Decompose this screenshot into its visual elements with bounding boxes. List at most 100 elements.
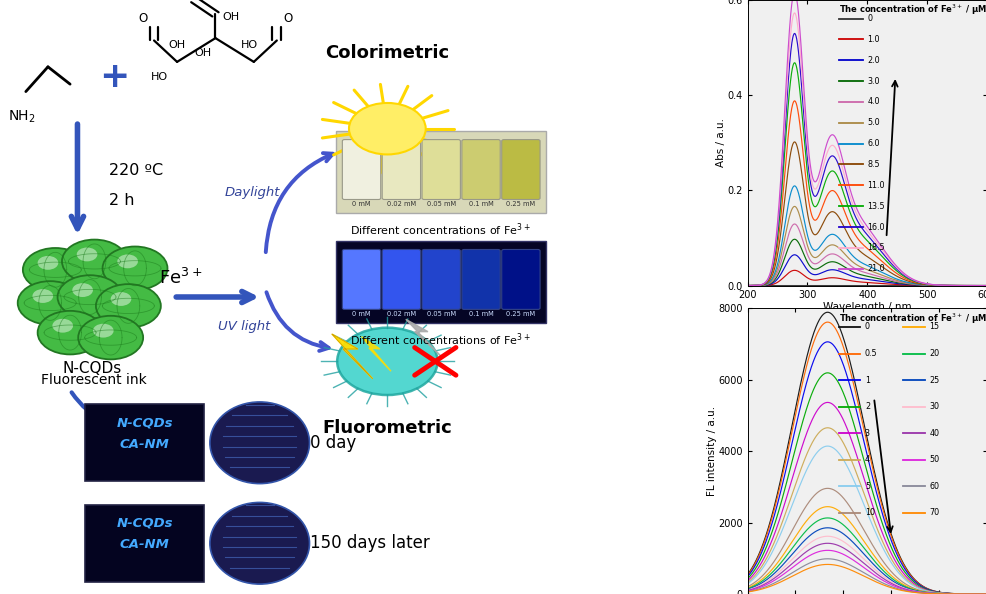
Text: 5.0: 5.0 bbox=[867, 118, 880, 127]
FancyBboxPatch shape bbox=[342, 249, 381, 309]
FancyBboxPatch shape bbox=[335, 131, 545, 213]
Text: N-CQDs: N-CQDs bbox=[116, 416, 173, 429]
Text: 4: 4 bbox=[864, 455, 869, 465]
Polygon shape bbox=[405, 320, 441, 356]
Text: 18.5: 18.5 bbox=[867, 244, 884, 252]
Text: 2: 2 bbox=[864, 402, 869, 411]
Y-axis label: Abs / a.u.: Abs / a.u. bbox=[715, 118, 726, 168]
Text: O: O bbox=[283, 12, 292, 25]
FancyBboxPatch shape bbox=[382, 249, 420, 309]
Text: 60: 60 bbox=[929, 482, 939, 491]
Text: 2 h: 2 h bbox=[109, 193, 134, 208]
Text: HO: HO bbox=[151, 72, 168, 82]
Text: OH: OH bbox=[169, 40, 185, 50]
FancyBboxPatch shape bbox=[335, 241, 545, 323]
Circle shape bbox=[117, 254, 138, 268]
Text: UV light: UV light bbox=[218, 320, 270, 333]
Circle shape bbox=[337, 328, 437, 395]
Text: 0 day: 0 day bbox=[310, 434, 356, 452]
Text: 13.5: 13.5 bbox=[867, 202, 884, 211]
Y-axis label: FL intensity / a.u.: FL intensity / a.u. bbox=[706, 406, 716, 496]
Circle shape bbox=[93, 324, 113, 337]
Text: 0.5: 0.5 bbox=[864, 349, 877, 358]
Text: Different concentrations of Fe$^{3+}$: Different concentrations of Fe$^{3+}$ bbox=[350, 331, 530, 348]
Circle shape bbox=[349, 103, 425, 154]
Text: OH: OH bbox=[194, 48, 212, 58]
Text: N-CQDs: N-CQDs bbox=[116, 517, 173, 530]
Text: 1.0: 1.0 bbox=[867, 35, 879, 44]
Text: OH: OH bbox=[223, 12, 240, 22]
Circle shape bbox=[77, 248, 98, 261]
Text: 0.25 mM: 0.25 mM bbox=[506, 201, 535, 207]
Text: 10: 10 bbox=[864, 508, 874, 517]
Text: 0.1 mM: 0.1 mM bbox=[468, 311, 493, 317]
FancyBboxPatch shape bbox=[342, 140, 381, 200]
Text: CA-NM: CA-NM bbox=[119, 438, 170, 451]
Text: O: O bbox=[138, 12, 148, 25]
Circle shape bbox=[78, 316, 143, 359]
Text: NH$_2$: NH$_2$ bbox=[8, 109, 35, 125]
Text: 40: 40 bbox=[929, 429, 939, 438]
Text: Fe$^{3+}$: Fe$^{3+}$ bbox=[159, 268, 202, 288]
X-axis label: Wavelength / nm: Wavelength / nm bbox=[822, 302, 911, 312]
FancyBboxPatch shape bbox=[85, 505, 204, 582]
Text: 3.0: 3.0 bbox=[867, 77, 879, 86]
FancyBboxPatch shape bbox=[85, 405, 204, 481]
Circle shape bbox=[110, 292, 131, 306]
Text: 0: 0 bbox=[864, 323, 869, 331]
Text: 5: 5 bbox=[864, 482, 869, 491]
Circle shape bbox=[37, 311, 103, 355]
Text: The concentration of Fe$^{3+}$ / μM: The concentration of Fe$^{3+}$ / μM bbox=[838, 311, 986, 326]
Circle shape bbox=[23, 248, 88, 292]
Circle shape bbox=[103, 247, 168, 290]
Text: 0.1 mM: 0.1 mM bbox=[468, 201, 493, 207]
Text: 220 ºC: 220 ºC bbox=[109, 163, 163, 178]
Text: 50: 50 bbox=[929, 455, 939, 465]
Text: 0: 0 bbox=[867, 14, 872, 23]
Text: 1: 1 bbox=[864, 375, 869, 384]
Ellipse shape bbox=[210, 402, 310, 484]
Circle shape bbox=[52, 319, 73, 333]
Circle shape bbox=[57, 275, 122, 319]
Text: 25: 25 bbox=[929, 375, 939, 384]
Text: Daylight: Daylight bbox=[225, 185, 280, 198]
Text: Different concentrations of Fe$^{3+}$: Different concentrations of Fe$^{3+}$ bbox=[350, 222, 530, 238]
Text: 4.0: 4.0 bbox=[867, 97, 879, 106]
Text: 6.0: 6.0 bbox=[867, 139, 879, 148]
Circle shape bbox=[72, 283, 93, 297]
FancyBboxPatch shape bbox=[501, 249, 539, 309]
Text: 0 mM: 0 mM bbox=[352, 311, 371, 317]
Text: Fluorescent ink: Fluorescent ink bbox=[40, 373, 146, 387]
Text: 0.02 mM: 0.02 mM bbox=[387, 201, 415, 207]
Text: The concentration of Fe$^{3+}$ / μM: The concentration of Fe$^{3+}$ / μM bbox=[838, 3, 986, 17]
Text: 0.02 mM: 0.02 mM bbox=[387, 311, 415, 317]
Text: 16.0: 16.0 bbox=[867, 223, 883, 232]
Text: 0.25 mM: 0.25 mM bbox=[506, 311, 535, 317]
Polygon shape bbox=[361, 337, 390, 371]
FancyBboxPatch shape bbox=[382, 140, 420, 200]
Text: N-CQDs: N-CQDs bbox=[62, 361, 121, 376]
Text: 150 days later: 150 days later bbox=[310, 534, 429, 552]
Polygon shape bbox=[331, 334, 373, 379]
Text: 2.0: 2.0 bbox=[867, 56, 880, 65]
FancyBboxPatch shape bbox=[501, 140, 539, 200]
FancyBboxPatch shape bbox=[422, 249, 459, 309]
Ellipse shape bbox=[210, 503, 310, 584]
Circle shape bbox=[33, 289, 53, 303]
Circle shape bbox=[96, 284, 161, 328]
Text: 8.5: 8.5 bbox=[867, 160, 880, 169]
Circle shape bbox=[37, 256, 58, 270]
Text: 11.0: 11.0 bbox=[867, 181, 883, 190]
Text: 3: 3 bbox=[864, 429, 869, 438]
Text: 0.05 mM: 0.05 mM bbox=[426, 311, 456, 317]
Text: HO: HO bbox=[241, 40, 258, 50]
Text: +: + bbox=[99, 60, 129, 94]
Text: 0.05 mM: 0.05 mM bbox=[426, 201, 456, 207]
Text: Fluorometric: Fluorometric bbox=[322, 419, 452, 437]
Text: Colorimetric: Colorimetric bbox=[325, 44, 449, 62]
Text: 15: 15 bbox=[929, 323, 939, 331]
FancyBboxPatch shape bbox=[422, 140, 459, 200]
FancyBboxPatch shape bbox=[461, 140, 500, 200]
Text: CA-NM: CA-NM bbox=[119, 538, 170, 551]
Text: 0 mM: 0 mM bbox=[352, 201, 371, 207]
